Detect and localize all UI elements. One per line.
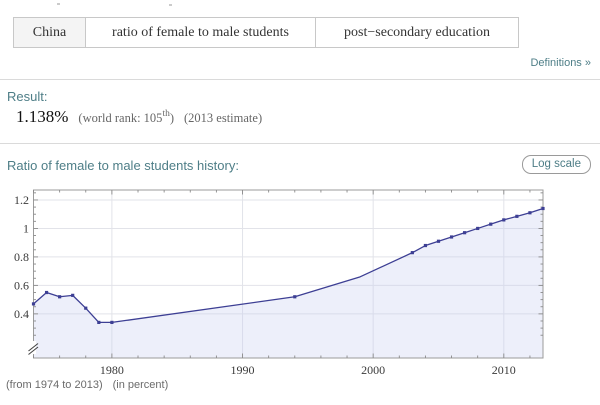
- svg-text:0.6: 0.6: [14, 278, 29, 292]
- history-line-chart: 1980 1990 2000 2010 0.4 0.6 0.8 1 1.2: [14, 189, 545, 377]
- svg-text:0.8: 0.8: [14, 250, 29, 264]
- result-line: 1.138% (world rank: 105th) (2013 estimat…: [16, 107, 262, 127]
- divider: [0, 143, 600, 144]
- query-segment-education-level[interactable]: post−secondary education: [344, 24, 490, 40]
- result-value: 1.138%: [16, 107, 69, 126]
- estimate-note: (2013 estimate): [184, 111, 263, 125]
- definitions-link[interactable]: Definitions »: [530, 57, 591, 69]
- query-segment-topic[interactable]: ratio of female to male students: [86, 18, 316, 47]
- result-heading: Result:: [7, 89, 48, 104]
- query-bar: China ratio of female to male students p…: [13, 17, 519, 48]
- query-segment-country[interactable]: China: [14, 18, 86, 47]
- svg-text:1: 1: [23, 221, 29, 235]
- svg-text:1980: 1980: [100, 363, 124, 377]
- caption-range: (from 1974 to 2013): [6, 379, 103, 391]
- clipped-text-fragment: [169, 4, 172, 6]
- world-rank: (world rank: 105th): [78, 108, 174, 125]
- svg-text:0.4: 0.4: [14, 307, 29, 321]
- svg-text:2010: 2010: [492, 363, 516, 377]
- chart-caption: (from 1974 to 2013) (in percent): [6, 379, 168, 391]
- log-scale-button[interactable]: Log scale: [521, 155, 591, 174]
- clipped-text-fragment: [57, 3, 60, 5]
- svg-text:1.2: 1.2: [14, 193, 29, 207]
- history-heading: Ratio of female to male students history…: [7, 158, 239, 173]
- svg-text:2000: 2000: [361, 363, 385, 377]
- svg-text:1990: 1990: [231, 363, 255, 377]
- caption-unit: (in percent): [112, 379, 169, 391]
- divider: [0, 79, 600, 80]
